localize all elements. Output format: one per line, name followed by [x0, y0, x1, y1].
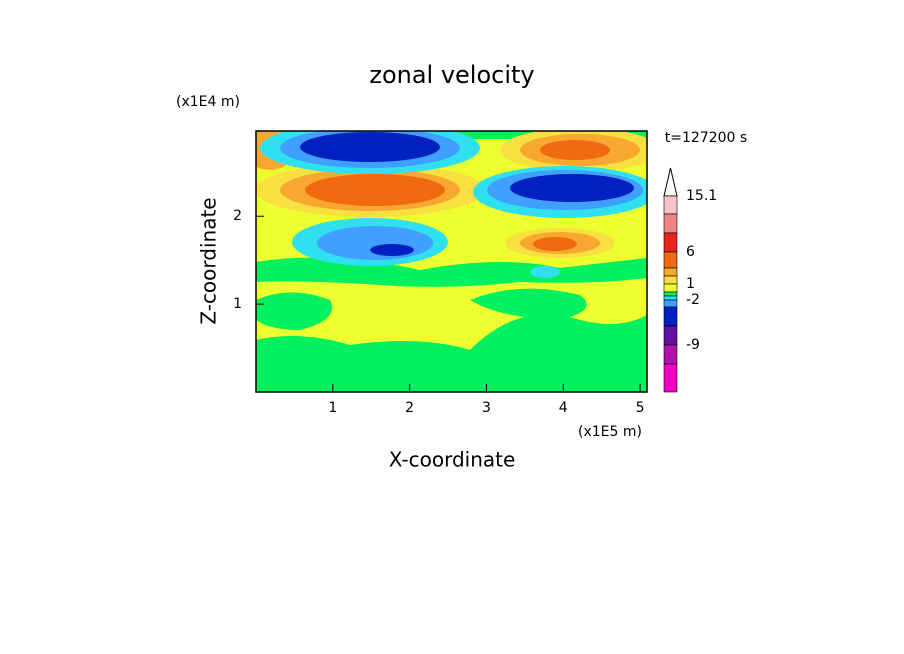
- y-scale-label: (x1E4 m): [176, 94, 240, 110]
- colorbar-tick-label: -2: [686, 292, 700, 308]
- colorbar-band: [663, 267, 678, 277]
- colorbar-tick-label: 1: [686, 276, 695, 292]
- y-axis-label: Z-coordinate: [197, 197, 221, 324]
- contour-region: [256, 292, 332, 330]
- colorbar-band: [663, 299, 678, 308]
- colorbar-band: [663, 344, 678, 365]
- colorbar-band: [663, 295, 678, 301]
- colorbar-band: [663, 325, 678, 346]
- x-axis-label: X-coordinate: [389, 448, 516, 472]
- contour-region: [256, 314, 647, 392]
- colorbar-band: [663, 363, 678, 393]
- contour-region: [540, 140, 610, 160]
- contour-region: [470, 288, 587, 320]
- contour-region: [317, 226, 433, 260]
- x-tick-label: 4: [559, 400, 568, 416]
- y-tick-label: 1: [233, 296, 242, 312]
- colorbar-band: [663, 195, 678, 215]
- contour-region: [530, 266, 560, 278]
- contour-region: [370, 244, 414, 256]
- colorbar-band: [663, 283, 678, 293]
- contour-region: [533, 237, 577, 251]
- colorbar-band: [663, 306, 678, 327]
- colorbar-band: [663, 232, 678, 253]
- chart-title: zonal velocity: [369, 61, 534, 89]
- contour-region: [305, 174, 445, 206]
- plot-frame: [255, 130, 648, 393]
- colorbar-band: [663, 213, 678, 234]
- y-tick-label: 2: [233, 208, 242, 224]
- colorbar-arrow: [663, 167, 678, 197]
- colorbar-tick-label: 6: [686, 244, 695, 260]
- x-scale-label: (x1E5 m): [578, 424, 642, 440]
- colorbar-band: [663, 275, 678, 285]
- contour-region: [510, 174, 634, 202]
- colorbar-tick-label: 15.1: [686, 188, 717, 204]
- contour-field: [256, 131, 647, 392]
- colorbar-band: [663, 291, 678, 297]
- x-tick-label: 5: [636, 400, 645, 416]
- x-tick-label: 3: [482, 400, 491, 416]
- colorbar-tick-label: -9: [686, 337, 700, 353]
- contour-region: [300, 132, 440, 162]
- x-tick-label: 1: [328, 400, 337, 416]
- colorbar-band: [663, 251, 678, 269]
- x-tick-label: 2: [405, 400, 414, 416]
- time-label: t=127200 s: [665, 130, 747, 146]
